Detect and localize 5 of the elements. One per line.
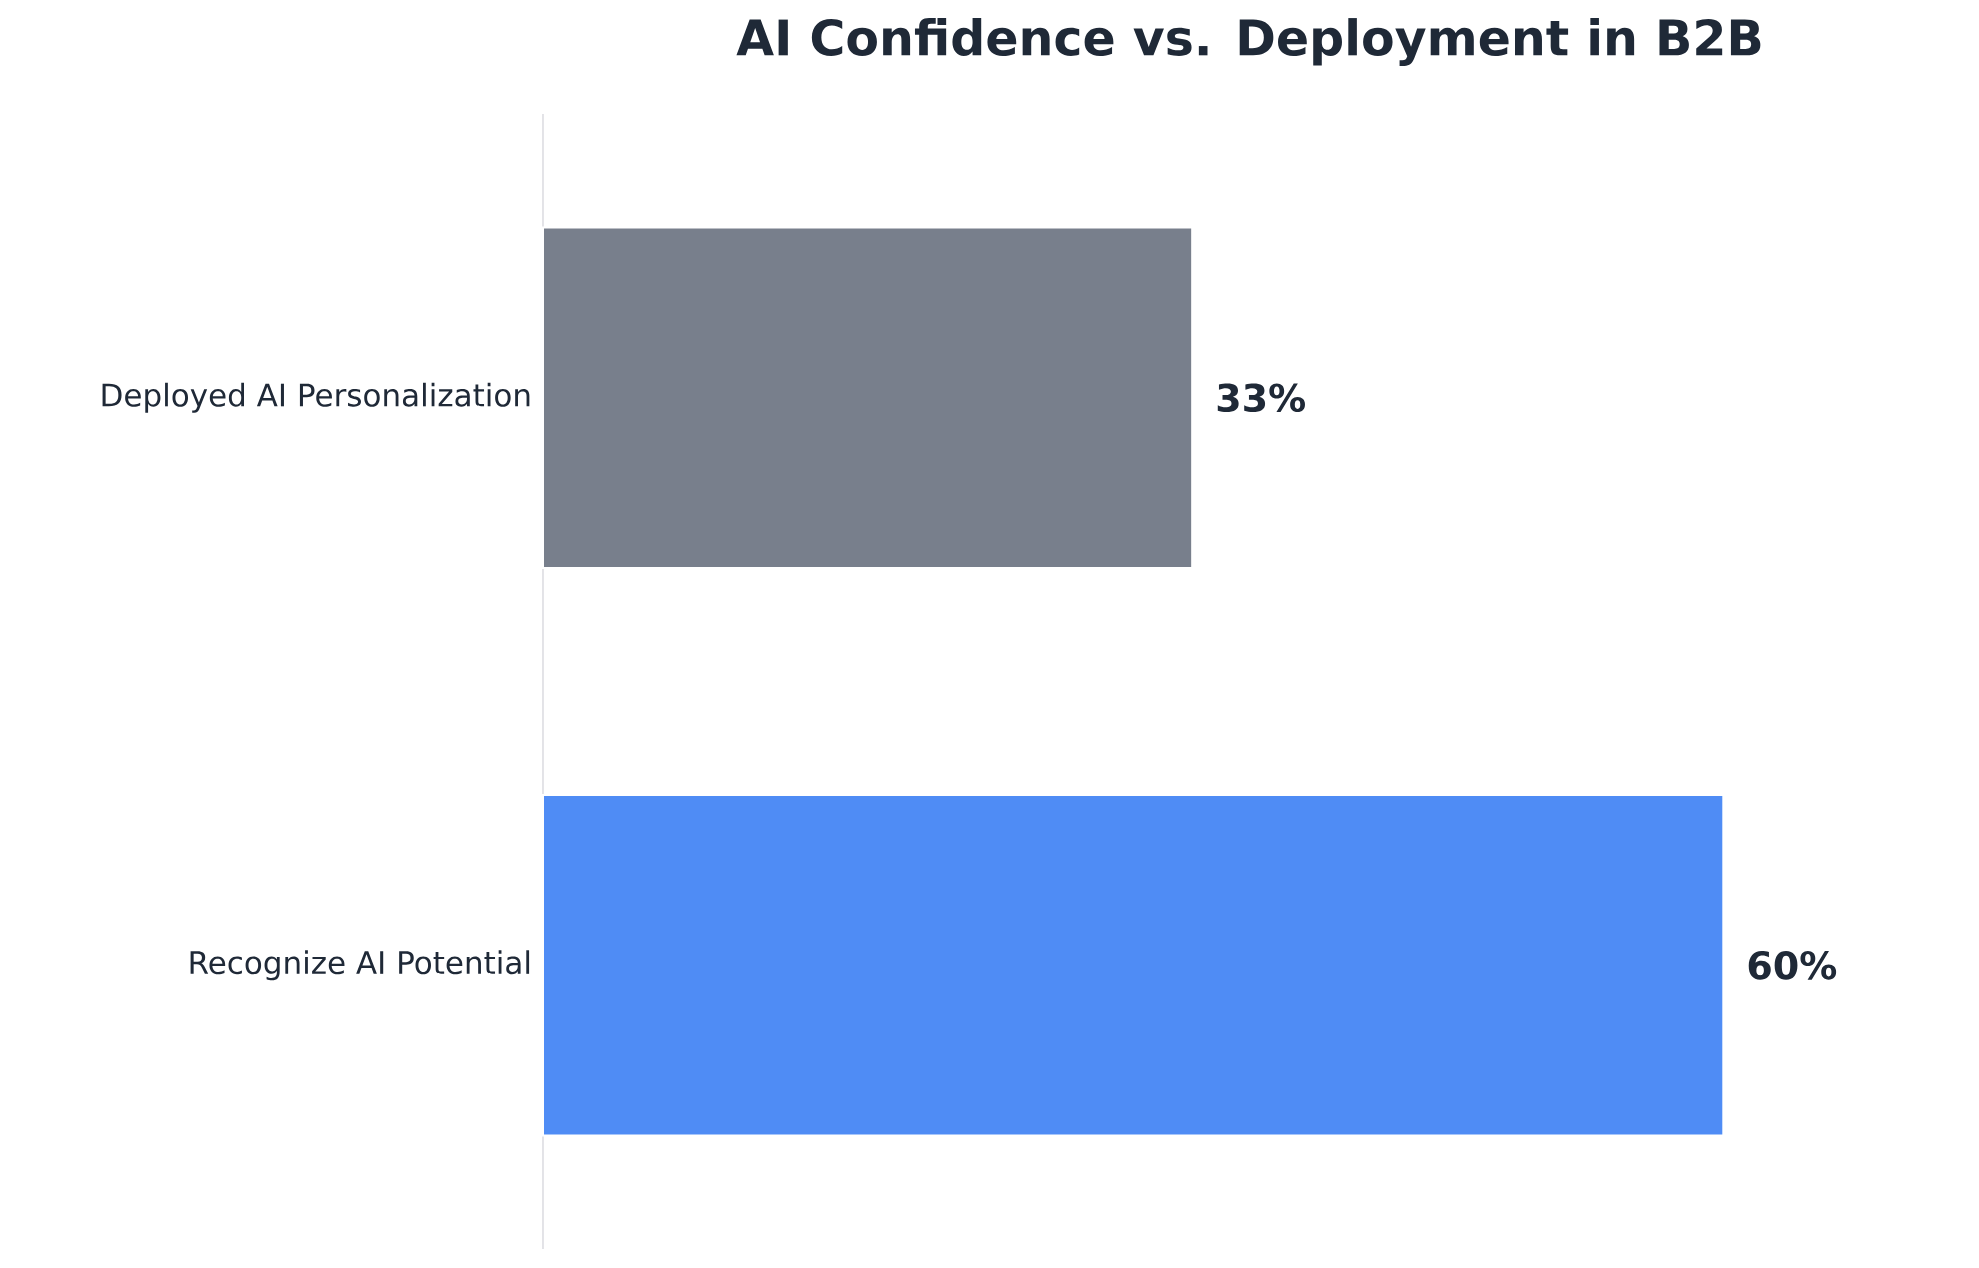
data-label: 60% <box>1748 950 1837 980</box>
data-label: 33% <box>1217 383 1305 413</box>
y-tick-label: Deployed AI Personalization <box>102 382 530 413</box>
y-tick-label: Recognize AI Potential <box>190 950 530 981</box>
chart-title: AI Confidence vs. Deployment in B2B <box>736 18 1761 66</box>
